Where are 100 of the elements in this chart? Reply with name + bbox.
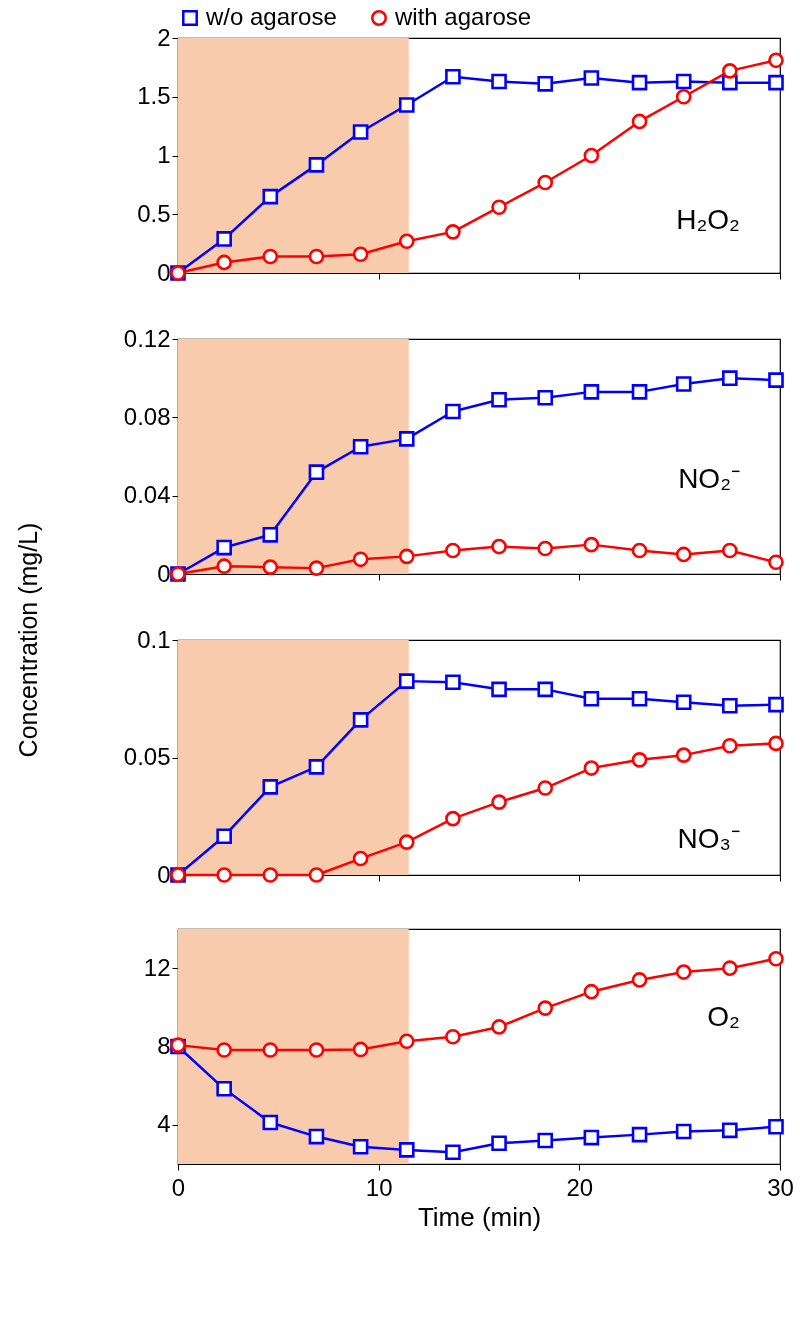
- y-tick-label: 0.08: [123, 402, 171, 430]
- y-tick-label: 4: [157, 1110, 171, 1138]
- point: [445, 674, 461, 691]
- x-tick-label: 30: [767, 1173, 794, 1201]
- y-tick-label: 0.04: [123, 481, 171, 509]
- point: [352, 246, 369, 263]
- legend-label: w/o agarose: [205, 3, 337, 30]
- point: [445, 542, 461, 559]
- point: [216, 1080, 232, 1097]
- point: [722, 737, 738, 754]
- point: [768, 554, 784, 571]
- point: [491, 391, 507, 408]
- point: [352, 1041, 369, 1058]
- point: [262, 188, 279, 205]
- x-tick-label: 20: [566, 1173, 594, 1201]
- point: [445, 1028, 461, 1045]
- y-tick-label: 0.12: [123, 324, 171, 352]
- y-tick-label: 12: [143, 953, 171, 981]
- point: [631, 542, 648, 559]
- point: [768, 950, 784, 967]
- point: [722, 370, 738, 386]
- y-tick-label: 8: [157, 1032, 171, 1059]
- point: [398, 97, 415, 113]
- point: [352, 850, 369, 867]
- point: [216, 828, 232, 845]
- point: [537, 780, 554, 796]
- annotation: O₂: [707, 1001, 740, 1033]
- y-tick-label: 0.05: [123, 743, 171, 770]
- point: [768, 735, 784, 752]
- point: [262, 1114, 279, 1131]
- point: [398, 834, 415, 850]
- point: [631, 113, 648, 130]
- y-tick-label: 0: [157, 860, 171, 888]
- point: [491, 1019, 507, 1035]
- point: [675, 73, 692, 90]
- point: [583, 1129, 600, 1146]
- point: [768, 74, 784, 91]
- point: [308, 867, 325, 883]
- point: [675, 1123, 692, 1140]
- point: [352, 1138, 369, 1155]
- point: [262, 559, 279, 575]
- point: [398, 673, 415, 689]
- point: [583, 70, 600, 86]
- point: [675, 376, 692, 392]
- y-tick-label: 0.1: [137, 625, 171, 653]
- x-tick-label: 10: [365, 1173, 393, 1201]
- point: [262, 1042, 279, 1058]
- point: [768, 1118, 784, 1135]
- point: [216, 1042, 232, 1058]
- point: [216, 539, 232, 556]
- point: [262, 248, 279, 265]
- point: [398, 1142, 415, 1158]
- point: [583, 147, 600, 164]
- y-axis-title: Concentration (mg/L): [13, 522, 43, 758]
- point: [308, 560, 325, 576]
- y-tick-label: 2: [157, 23, 171, 51]
- point: [537, 1132, 554, 1149]
- point: [722, 542, 738, 559]
- point: [722, 63, 738, 79]
- point: [398, 431, 415, 447]
- point: [445, 224, 461, 240]
- point: [491, 1135, 507, 1152]
- point: [398, 548, 415, 565]
- point: [491, 73, 507, 90]
- point: [537, 389, 554, 406]
- point: [537, 174, 554, 191]
- point: [722, 1122, 738, 1139]
- point: [631, 1126, 648, 1143]
- point: [583, 690, 600, 707]
- y-tick-label: 0: [157, 559, 171, 587]
- point: [491, 199, 507, 216]
- point: [537, 681, 554, 698]
- point: [445, 1144, 461, 1161]
- point: [768, 52, 784, 69]
- point: [537, 540, 554, 557]
- annotation: NO₃⁻: [677, 822, 740, 854]
- point: [308, 248, 325, 265]
- point: [491, 681, 507, 698]
- point: [768, 372, 784, 388]
- point: [445, 403, 461, 420]
- point: [262, 779, 279, 795]
- point: [631, 752, 648, 768]
- point: [262, 527, 279, 543]
- annotation: H₂O₂: [676, 204, 740, 236]
- point: [491, 538, 507, 555]
- point: [675, 964, 692, 980]
- y-tick-label: 1.5: [137, 82, 171, 110]
- y-tick-label: 1: [157, 141, 171, 168]
- point: [631, 972, 648, 988]
- point: [308, 759, 325, 775]
- point: [583, 983, 600, 1000]
- point: [768, 696, 784, 713]
- point: [445, 810, 461, 827]
- annotation: NO₂⁻: [678, 463, 740, 494]
- point: [675, 694, 692, 711]
- point: [631, 384, 648, 400]
- point: [583, 536, 600, 553]
- legend-label: with agarose: [394, 3, 532, 30]
- point: [583, 760, 600, 776]
- point: [675, 546, 692, 563]
